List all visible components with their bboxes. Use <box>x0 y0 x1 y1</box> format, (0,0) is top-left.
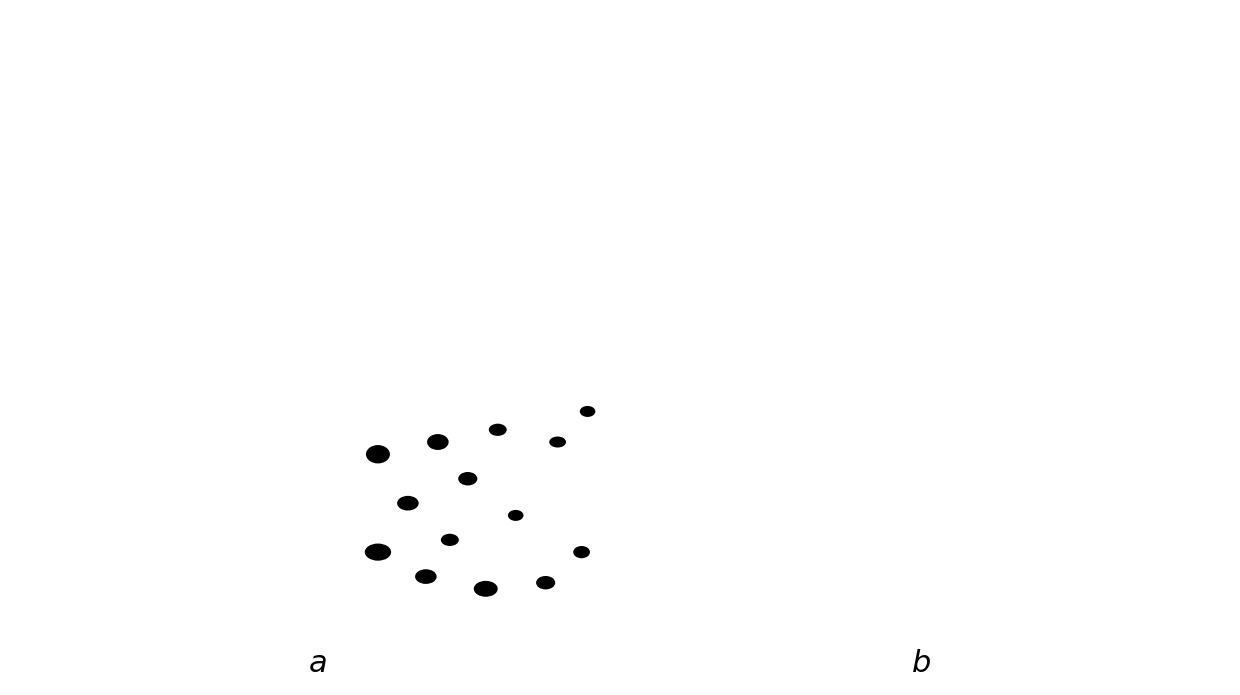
Ellipse shape <box>828 394 836 404</box>
Text: 11-1: 11-1 <box>794 291 853 318</box>
Ellipse shape <box>859 450 866 458</box>
Ellipse shape <box>441 534 459 546</box>
Ellipse shape <box>474 581 497 597</box>
Ellipse shape <box>536 576 556 589</box>
Ellipse shape <box>397 496 419 511</box>
Ellipse shape <box>459 472 477 485</box>
Ellipse shape <box>549 436 565 448</box>
Ellipse shape <box>489 424 507 436</box>
Polygon shape <box>339 353 399 375</box>
Ellipse shape <box>960 445 968 457</box>
Ellipse shape <box>753 158 756 163</box>
Ellipse shape <box>842 550 846 555</box>
Ellipse shape <box>1189 146 1193 151</box>
Ellipse shape <box>992 583 996 588</box>
Ellipse shape <box>929 231 940 244</box>
Ellipse shape <box>817 90 822 97</box>
Ellipse shape <box>1086 240 1092 247</box>
Polygon shape <box>19 14 67 491</box>
Ellipse shape <box>967 552 972 558</box>
Ellipse shape <box>799 236 805 244</box>
Ellipse shape <box>1166 177 1169 181</box>
Ellipse shape <box>573 546 590 558</box>
Ellipse shape <box>365 543 391 561</box>
Ellipse shape <box>508 510 523 521</box>
Ellipse shape <box>968 72 972 78</box>
Ellipse shape <box>769 288 776 297</box>
Ellipse shape <box>919 337 925 345</box>
Text: 220: 220 <box>851 188 900 213</box>
Ellipse shape <box>949 395 955 403</box>
Ellipse shape <box>830 175 835 183</box>
Ellipse shape <box>781 343 787 351</box>
Ellipse shape <box>427 434 449 450</box>
Ellipse shape <box>415 569 436 584</box>
Ellipse shape <box>1121 452 1130 463</box>
Text: 111: 111 <box>1021 224 1071 250</box>
Text: [1-10]Mg₃Sm: [1-10]Mg₃Sm <box>1018 29 1209 57</box>
Ellipse shape <box>916 286 928 299</box>
Ellipse shape <box>580 406 595 417</box>
Ellipse shape <box>1039 525 1044 531</box>
Ellipse shape <box>985 165 992 174</box>
Ellipse shape <box>1112 109 1116 114</box>
Ellipse shape <box>1045 399 1050 405</box>
Text: a: a <box>309 649 327 678</box>
Ellipse shape <box>1094 185 1099 191</box>
Text: b: b <box>913 649 931 678</box>
Ellipse shape <box>952 278 1017 306</box>
Ellipse shape <box>906 500 913 507</box>
Polygon shape <box>339 368 618 626</box>
Ellipse shape <box>1159 397 1163 402</box>
Text: 0.5 μm: 0.5 μm <box>42 567 91 582</box>
Ellipse shape <box>957 316 1013 343</box>
Ellipse shape <box>848 587 852 591</box>
Ellipse shape <box>366 445 389 464</box>
